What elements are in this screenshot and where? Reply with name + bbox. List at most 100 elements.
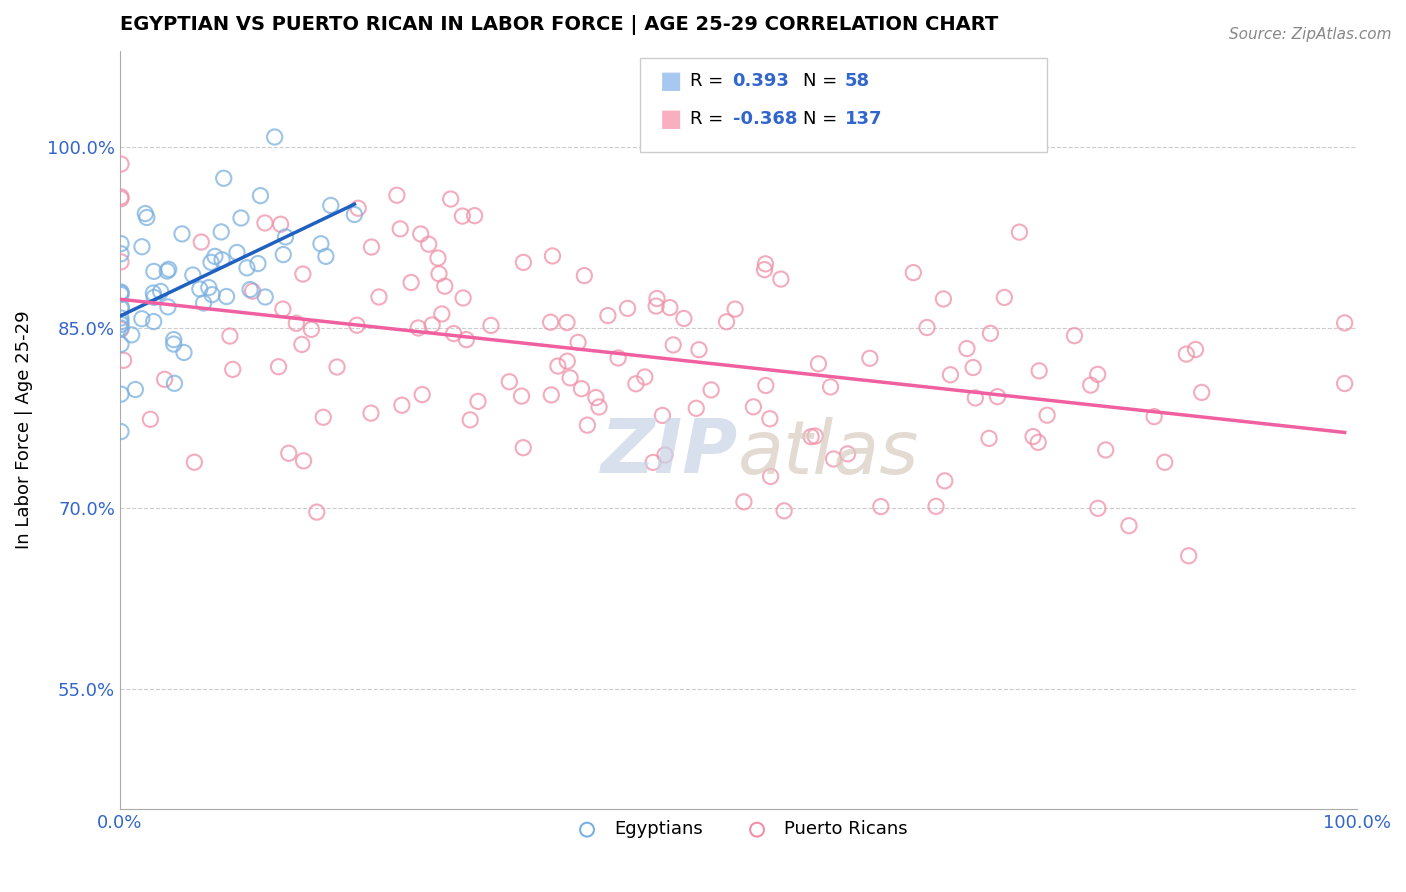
Point: [456, 333, 478, 347]
Point: [110, 286, 132, 301]
Point: [932, 292, 955, 306]
Point: [391, 398, 413, 412]
Point: [249, 188, 271, 202]
Y-axis label: In Labor Force | Age 25-29: In Labor Force | Age 25-29: [15, 310, 32, 549]
Point: [222, 362, 245, 376]
Point: [305, 505, 328, 519]
Point: [773, 504, 796, 518]
Point: [110, 236, 132, 251]
Point: [399, 276, 422, 290]
Point: [869, 500, 891, 514]
Point: [585, 391, 607, 405]
Point: [343, 208, 366, 222]
Point: [510, 389, 533, 403]
Point: [110, 300, 132, 314]
Point: [430, 307, 453, 321]
Point: [163, 333, 186, 347]
Point: [574, 268, 596, 283]
Point: [962, 360, 984, 375]
Point: [541, 249, 564, 263]
Point: [645, 292, 668, 306]
Point: [110, 190, 132, 204]
Point: [204, 249, 226, 263]
Point: [934, 474, 956, 488]
Point: [1118, 518, 1140, 533]
Text: 137: 137: [845, 110, 883, 128]
Point: [156, 264, 179, 278]
Point: [688, 343, 710, 357]
Point: [173, 345, 195, 359]
Point: [110, 192, 132, 206]
Point: [700, 383, 723, 397]
Text: ■: ■: [659, 107, 682, 130]
Point: [142, 264, 165, 278]
Point: [239, 283, 262, 297]
Point: [588, 400, 610, 414]
Point: [1177, 549, 1199, 563]
Point: [1175, 347, 1198, 361]
Point: [110, 322, 132, 336]
Point: [110, 157, 132, 171]
Point: [190, 235, 212, 249]
Point: [110, 301, 132, 316]
Point: [271, 247, 294, 261]
Point: [859, 351, 882, 366]
Point: [634, 370, 657, 384]
Point: [965, 391, 987, 405]
Point: [360, 240, 382, 254]
Text: ■: ■: [659, 70, 682, 93]
Point: [134, 206, 156, 220]
Point: [451, 291, 474, 305]
Point: [274, 230, 297, 244]
Point: [1184, 343, 1206, 357]
Point: [263, 130, 285, 145]
Point: [754, 262, 776, 277]
Point: [540, 388, 562, 402]
Point: [956, 342, 979, 356]
Point: [769, 272, 792, 286]
Point: [124, 383, 146, 397]
Point: [312, 410, 335, 425]
Point: [209, 225, 232, 239]
Point: [219, 329, 242, 343]
Point: [110, 247, 132, 261]
Point: [547, 359, 569, 373]
Point: [685, 401, 707, 416]
Point: [464, 209, 486, 223]
Point: [800, 430, 823, 444]
Point: [558, 371, 581, 385]
Point: [411, 387, 433, 401]
Text: 58: 58: [845, 72, 870, 90]
Point: [596, 309, 619, 323]
Point: [754, 257, 776, 271]
Point: [903, 266, 925, 280]
Point: [977, 431, 1000, 445]
Point: [418, 237, 440, 252]
Point: [201, 287, 224, 301]
Point: [624, 376, 647, 391]
Point: [807, 357, 830, 371]
Point: [1036, 408, 1059, 422]
Point: [645, 299, 668, 313]
Point: [837, 447, 859, 461]
Point: [540, 315, 562, 329]
Point: [242, 284, 264, 298]
Point: [939, 368, 962, 382]
Point: [110, 287, 132, 301]
Text: -0.368: -0.368: [733, 110, 797, 128]
Point: [110, 387, 132, 401]
Point: [142, 315, 165, 329]
Point: [658, 301, 681, 315]
Text: N =: N =: [803, 72, 842, 90]
Point: [315, 249, 337, 263]
Text: atlas: atlas: [738, 417, 920, 489]
Point: [110, 315, 132, 329]
Point: [823, 452, 845, 467]
Point: [467, 394, 489, 409]
Point: [157, 262, 180, 277]
Point: [246, 256, 269, 270]
Text: EGYPTIAN VS PUERTO RICAN IN LABOR FORCE | AGE 25-29 CORRELATION CHART: EGYPTIAN VS PUERTO RICAN IN LABOR FORCE …: [120, 15, 998, 35]
Point: [555, 354, 578, 368]
Point: [198, 280, 221, 294]
Point: [443, 326, 465, 341]
